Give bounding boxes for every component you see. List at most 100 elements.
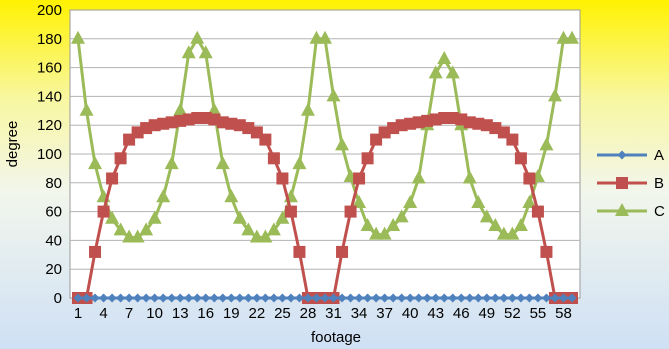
series-c-point <box>156 189 171 203</box>
series-b-point <box>106 172 119 185</box>
y-tick-label: 80 <box>45 175 62 192</box>
series-c-point <box>164 156 179 170</box>
series-a-point <box>516 293 526 303</box>
legend-item-b: B <box>597 175 664 192</box>
series-b-point <box>531 205 544 218</box>
series-a-point <box>209 293 219 303</box>
series-c-point <box>539 137 554 151</box>
series-c-point <box>335 137 350 151</box>
y-tick-label: 0 <box>54 290 62 307</box>
series-c-point <box>360 218 375 231</box>
series-a-point <box>286 293 296 303</box>
y-axis-title: degree <box>4 121 21 168</box>
series-a-point <box>363 293 373 303</box>
x-tick-label: 16 <box>197 305 214 322</box>
series-a-point <box>269 293 279 303</box>
series-a-point <box>456 293 466 303</box>
series-a-point <box>541 293 551 303</box>
x-tick-label: 10 <box>146 305 163 322</box>
series-c-point <box>488 218 503 231</box>
series-b-point <box>540 245 553 258</box>
series-c <box>71 30 579 243</box>
series-a-point <box>405 293 415 303</box>
series-a-point <box>482 293 492 303</box>
series-c-point <box>292 156 307 170</box>
x-axis-title: footage <box>311 329 361 346</box>
series-c-point <box>215 156 230 170</box>
series-a-point <box>507 293 517 303</box>
series-a-point <box>243 293 253 303</box>
legend-label-a: A <box>654 147 664 164</box>
series-b-point <box>131 126 144 139</box>
series-a-point <box>320 293 330 303</box>
series-c-point <box>428 65 443 79</box>
series-c-point <box>181 45 196 59</box>
series-c-point <box>88 156 103 170</box>
series-b-point <box>284 205 297 218</box>
series-a-point <box>533 293 543 303</box>
series-c-point <box>479 209 494 223</box>
series-c-point <box>411 170 426 184</box>
series-a-point <box>397 293 407 303</box>
series-a-point <box>150 293 160 303</box>
series-a-point <box>567 293 577 303</box>
legend-marker-b <box>616 177 628 189</box>
series-a-point <box>226 293 236 303</box>
x-tick-label: 4 <box>99 305 107 322</box>
y-tick-label: 140 <box>37 88 62 105</box>
series-a-point <box>329 293 339 303</box>
y-tick-label: 120 <box>37 117 62 134</box>
series-c-point <box>173 102 188 116</box>
series-a-point <box>499 293 509 303</box>
series-b-point <box>336 245 349 258</box>
series-a-point <box>192 293 202 303</box>
x-tick-label: 25 <box>274 305 291 322</box>
series-a-point <box>346 293 356 303</box>
series-a-point <box>311 293 321 303</box>
series-a-point <box>252 293 262 303</box>
x-tick-label: 34 <box>351 305 368 322</box>
series-a-point <box>473 293 483 303</box>
x-tick-label: 28 <box>300 305 317 322</box>
series-a-point <box>422 293 432 303</box>
series-c-point <box>377 226 392 240</box>
series-a-point <box>371 293 381 303</box>
series-c-point <box>386 218 401 231</box>
series-b-point <box>344 205 357 218</box>
series-a-point <box>380 293 390 303</box>
y-tick-label: 60 <box>45 204 62 221</box>
x-tick-label: 7 <box>125 305 133 322</box>
series-a-point <box>99 293 109 303</box>
x-tick-label: 46 <box>453 305 470 322</box>
y-tick-label: 40 <box>45 232 62 249</box>
series-a-point <box>73 293 83 303</box>
series-a-point <box>260 293 270 303</box>
series-c-point <box>71 30 85 44</box>
series-c-point <box>241 222 256 236</box>
series-c-point <box>130 229 145 243</box>
series-c-point <box>190 30 205 44</box>
series-a-point <box>431 293 441 303</box>
series-a-point <box>439 293 449 303</box>
series-c-point <box>394 209 409 223</box>
series-a-point <box>133 293 143 303</box>
x-tick-label: 22 <box>249 305 266 322</box>
series-b-point <box>378 126 391 139</box>
series-a-point <box>558 293 568 303</box>
series-c-point <box>147 210 162 224</box>
series-b-point <box>353 172 366 185</box>
series-c-point <box>565 30 579 44</box>
series-a-point <box>107 293 117 303</box>
legend-item-a: A <box>597 147 664 164</box>
series-a-point <box>90 293 100 303</box>
y-axis-ticks: 0 20 40 60 80 100 120 140 160 180 200 <box>37 2 62 307</box>
x-tick-label: 49 <box>478 305 495 322</box>
series-b-point <box>97 205 110 218</box>
series-a-point <box>448 293 458 303</box>
series-a-point <box>524 293 534 303</box>
series-a-point <box>116 293 126 303</box>
series-a-point <box>303 293 313 303</box>
series-a-point <box>141 293 151 303</box>
series-a <box>73 293 577 303</box>
